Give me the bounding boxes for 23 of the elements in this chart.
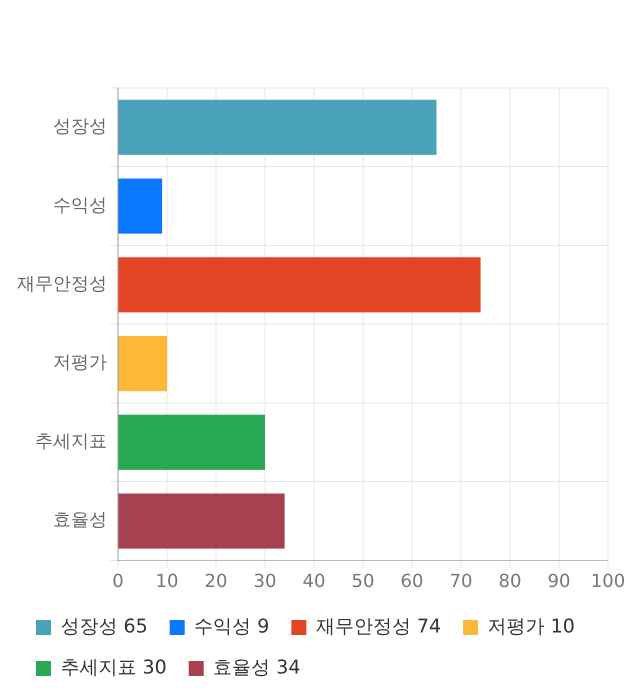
legend-label: 성장성 65 [60, 615, 148, 638]
y-tick-label: 추세지표 [35, 430, 107, 452]
x-tick-label: 60 [400, 570, 424, 592]
x-tick-label: 30 [254, 570, 276, 592]
legend-label: 효율성 34 [213, 656, 300, 678]
legend-label: 추세지표 30 [60, 656, 167, 678]
legend-label: 재무안정성 74 [316, 615, 442, 638]
x-tick-label: 70 [450, 570, 472, 592]
x-tick-label: 80 [498, 570, 522, 592]
x-tick-label: 90 [548, 570, 570, 592]
y-tick-label: 효율성 [53, 510, 107, 531]
legend-label: 저평가 10 [488, 615, 575, 638]
x-tick-label: 100 [590, 570, 626, 592]
x-tick-label: 50 [352, 570, 374, 592]
x-tick-label: 10 [156, 570, 178, 592]
x-tick-label: 20 [204, 570, 228, 592]
y-tick-label: 성장성 [53, 116, 107, 138]
x-tick-label: 40 [302, 570, 326, 592]
x-tick-label: 0 [112, 570, 124, 592]
y-tick-label: 저평가 [53, 352, 107, 374]
y-tick-label: 수익성 [53, 194, 107, 216]
y-tick-label: 재무안정성 [17, 274, 107, 295]
legend-label: 수익성 9 [194, 615, 270, 638]
